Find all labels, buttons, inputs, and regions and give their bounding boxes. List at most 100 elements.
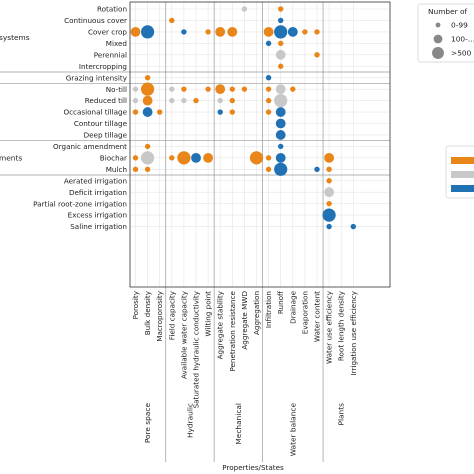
point-biochar-wilting-point: [203, 152, 214, 163]
point-cover-crop-water-content: [314, 29, 320, 35]
point-reduced-till-saturated-hydraulic-conductivity: [193, 97, 199, 104]
column-group-label-hydraulic: Hydraulic: [185, 403, 194, 438]
point-deep-tillage-runoff: [275, 130, 286, 140]
point-cover-crop-penetration-resistance: [227, 27, 238, 37]
point-saline-irrigation-water-use-efficiency: [326, 223, 332, 230]
point-grazing-intensity-bulk-density: [144, 75, 151, 81]
point-no-till-available-water-capacity: [181, 86, 187, 92]
color-legend-swatch-blue: [451, 185, 474, 192]
column-label-macroporosity: Macroporosity: [155, 290, 164, 341]
size-legend: Number of 0-99 100-… >500: [417, 3, 474, 63]
point-cover-crop-porosity: [130, 27, 141, 37]
point-no-till-runoff: [275, 84, 286, 95]
group-separators: [0, 2, 390, 462]
point-no-till-porosity: [132, 86, 139, 92]
column-tick-labels: Porosity Bulk density Macroporosity Field c…: [131, 290, 358, 408]
column-group-labels: Pore space Hydraulic Mechanical Water balan…: [143, 403, 346, 457]
row-label-occasional-tillage: Occasional tillage: [63, 108, 127, 117]
x-axis-label: Properties/States: [222, 463, 284, 472]
point-cover-crop-aggregate-stability: [215, 27, 226, 37]
point-mulch-infiltration: [265, 166, 272, 172]
point-aerated-irrigation-water-use-efficiency: [326, 178, 332, 184]
column-label-aggregation: Aggregation: [252, 291, 261, 335]
point-mulch-water-content: [314, 166, 320, 172]
data-points: [130, 6, 356, 230]
point-mulch-water-use-efficiency: [326, 166, 332, 172]
column-label-field-capacity: Field capacity: [167, 290, 176, 340]
point-organic-amendment-bulk-density: [144, 143, 151, 150]
point-occasional-tillage-macroporosity: [157, 109, 163, 115]
point-biochar-available-water-capacity: [177, 151, 191, 165]
color-legend-swatch-orange: [451, 157, 474, 164]
color-legend-swatch-gray: [451, 171, 474, 178]
plot-frame: [129, 1, 391, 288]
column-label-water-use-efficiency: Water use efficiency: [325, 290, 334, 364]
row-group-labels: systems ments: [0, 33, 30, 162]
point-cover-crop-bulk-density: [141, 25, 155, 39]
row-group-label-ments: ments: [0, 153, 22, 162]
point-cover-crop-available-water-capacity: [181, 29, 187, 35]
column-label-wilting-point: Wilting point: [204, 291, 213, 337]
point-no-till-field-capacity: [169, 86, 175, 92]
point-biochar-porosity: [132, 155, 139, 161]
column-group-label-water-balance: Water balance: [288, 403, 297, 457]
point-no-till-infiltration: [265, 86, 272, 92]
column-label-aggregate-stability: Aggregate stability: [216, 290, 225, 359]
point-biochar-saturated-hydraulic-conductivity: [191, 152, 201, 163]
point-reduced-till-aggregate-stability: [217, 97, 223, 104]
column-label-penetration-resistance: Penetration resistance: [228, 290, 237, 371]
column-group-label-mechanical: Mechanical: [234, 403, 243, 445]
point-no-till-aggregate-mwd: [241, 86, 248, 92]
row-label-aerated-irrigation: Aerated irrigation: [64, 176, 127, 185]
point-reduced-till-runoff: [274, 94, 288, 108]
size-legend-entry-1: 0-99: [451, 21, 468, 30]
size-legend-title: Number of: [428, 7, 468, 16]
row-label-excess-irrigation: Excess irrigation: [68, 211, 127, 220]
point-reduced-till-penetration-resistance: [229, 97, 235, 104]
row-label-perennial: Perennial: [94, 50, 127, 59]
point-rotation-runoff: [278, 6, 284, 12]
row-label-rotation: Rotation: [97, 5, 127, 14]
size-legend-entry-3: >500: [451, 49, 472, 58]
column-label-water-content: Water content: [313, 291, 322, 342]
point-contour-tillage-runoff: [275, 118, 286, 129]
size-legend-entry-2: 100-…: [451, 35, 474, 44]
point-biochar-bulk-density: [141, 151, 155, 165]
row-label-organic-amendment: Organic amendment: [53, 142, 127, 151]
point-reduced-till-field-capacity: [169, 97, 175, 104]
row-label-cover-crop: Cover crop: [88, 28, 127, 37]
point-mixed-infiltration: [265, 40, 272, 47]
column-label-root-length-density: Root length density: [337, 290, 346, 361]
point-biochar-field-capacity: [169, 155, 175, 161]
point-reduced-till-infiltration: [265, 97, 272, 104]
row-group-label-systems: systems: [0, 33, 30, 42]
point-reduced-till-porosity: [132, 97, 139, 104]
point-mulch-bulk-density: [144, 166, 151, 172]
point-cover-crop-wilting-point: [205, 29, 211, 35]
point-rotation-aggregate-mwd: [241, 6, 248, 12]
point-mulch-runoff: [274, 162, 288, 176]
point-mulch-porosity: [132, 166, 139, 172]
point-reduced-till-bulk-density: [142, 95, 153, 106]
point-reduced-till-available-water-capacity: [181, 97, 187, 104]
point-biochar-infiltration: [265, 155, 272, 161]
point-no-till-drainage: [290, 86, 296, 92]
point-no-till-penetration-resistance: [229, 86, 235, 92]
row-label-saline-irrigation: Saline irrigation: [70, 222, 127, 231]
column-label-irrigation-use-efficiency: Irrigation use efficiency: [349, 290, 358, 375]
point-no-till-aggregate-stability: [215, 84, 226, 95]
row-label-mixed: Mixed: [106, 39, 127, 48]
gridlines: [130, 2, 390, 287]
column-label-aggregate-mwd: Aggregate MWD: [240, 291, 249, 350]
row-label-contour-tillage: Contour tillage: [74, 119, 128, 128]
point-cover-crop-runoff: [274, 25, 288, 39]
point-cover-crop-infiltration: [263, 27, 274, 37]
column-label-saturated-hydraulic-conductivity: Saturated hydraulic conductivity: [192, 290, 201, 408]
column-label-drainage: Drainage: [288, 290, 297, 323]
point-mixed-runoff: [278, 40, 284, 47]
point-intercropping-runoff: [278, 63, 284, 69]
row-tick-labels: Rotation Continuous cover Cover crop Mixed P…: [33, 5, 128, 232]
row-label-deficit-irrigation: Deficit irrigation: [69, 188, 127, 197]
column-label-evaporation: Evaporation: [300, 291, 309, 334]
